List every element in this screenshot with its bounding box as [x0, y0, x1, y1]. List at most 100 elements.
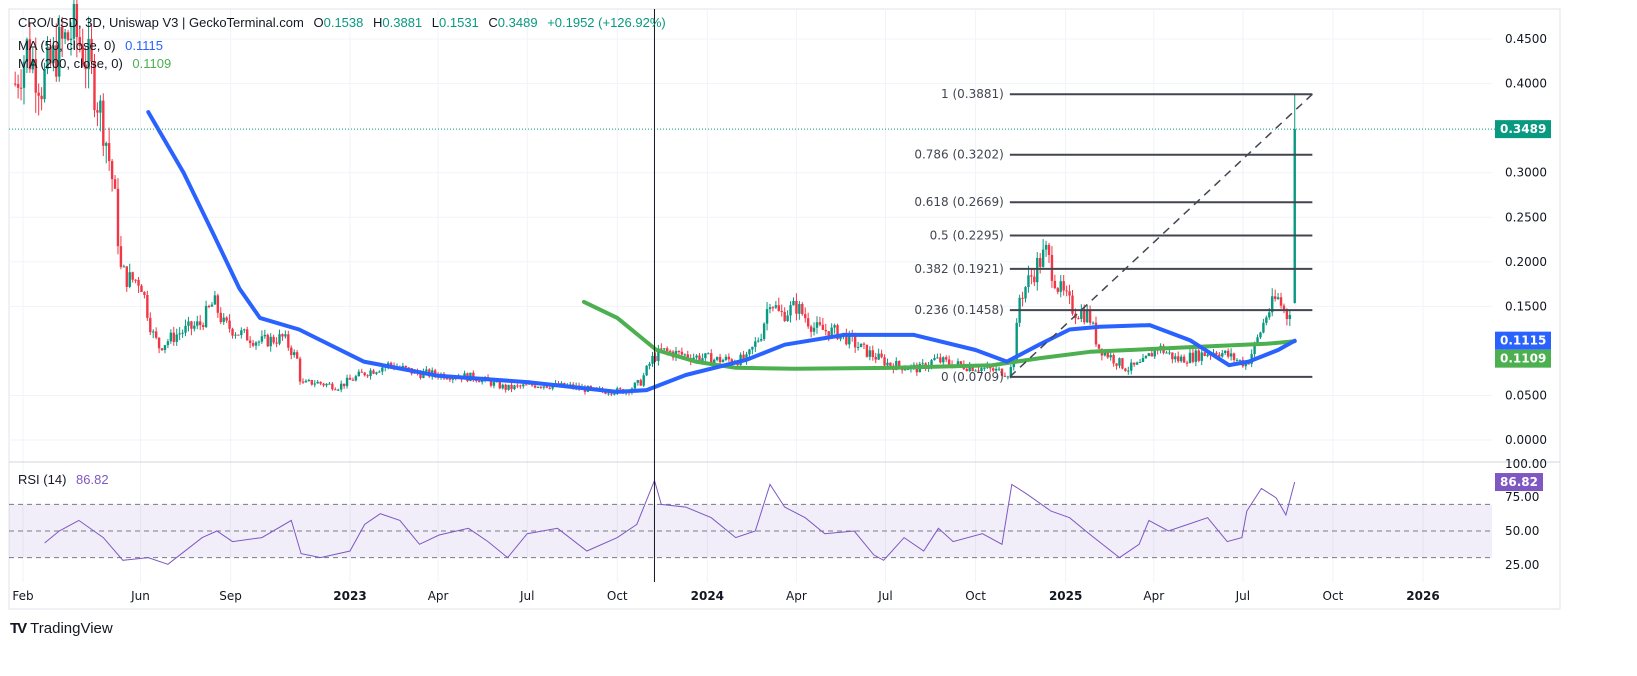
candle-body — [1282, 305, 1286, 310]
candle-body — [877, 353, 880, 360]
candle-body — [513, 385, 516, 390]
candle — [196, 315, 199, 330]
candle — [260, 330, 264, 344]
candle — [28, 23, 32, 73]
candle — [874, 352, 877, 364]
candle — [1085, 305, 1089, 324]
candle-body — [607, 393, 610, 395]
candle-body — [1221, 353, 1224, 357]
candle — [636, 379, 640, 386]
candle-body — [871, 350, 874, 357]
legend-ma50[interactable]: MA (50, close, 0) 0.1115 — [18, 38, 163, 53]
candle-body — [974, 370, 977, 372]
candle-body — [152, 331, 155, 333]
time-tick-label: Oct — [965, 589, 986, 603]
candle — [610, 392, 613, 397]
candle — [680, 347, 684, 357]
candle — [786, 310, 789, 322]
candle — [774, 301, 778, 310]
candle-body — [231, 328, 234, 336]
candle — [1080, 304, 1083, 323]
candle-body — [81, 46, 84, 65]
candle-body — [1071, 295, 1074, 314]
fibonacci-retracement[interactable]: 1 (0.3881) 0.786 (0.3202) 0.618 (0.2669) 0.… — [914, 87, 1313, 384]
candle-body — [60, 26, 64, 39]
candle-body — [663, 348, 666, 350]
candle — [545, 386, 548, 389]
candle — [965, 367, 968, 372]
fib-level-label: 0.382 (0.1921) — [914, 262, 1004, 276]
candle-body — [783, 311, 786, 322]
axes[interactable]: 0.4500 0.4000 0.3000 0.2500 0.2000 0.1500 0.05… — [12, 32, 1551, 603]
candle-body — [1253, 342, 1256, 355]
candle — [795, 293, 798, 321]
fib-level-label: 0.786 (0.3202) — [914, 148, 1004, 162]
candle-body — [865, 344, 869, 357]
candle — [1088, 305, 1092, 326]
candle-body — [742, 354, 745, 361]
candle-body — [1135, 362, 1139, 365]
candle-body — [639, 380, 642, 386]
candle-body — [137, 279, 140, 286]
candle-body — [307, 380, 311, 382]
ma50-line — [146, 110, 1297, 394]
candle-body — [287, 334, 290, 348]
ma50-label: MA (50, close, 0) — [18, 38, 116, 53]
legend-rsi[interactable]: RSI (14) 86.82 — [18, 472, 109, 487]
candle-body — [721, 359, 725, 363]
candle-body — [848, 333, 851, 345]
candle — [207, 304, 211, 309]
candle — [516, 383, 519, 389]
candle-body — [1094, 322, 1098, 345]
candle — [363, 372, 366, 377]
candle-body — [187, 321, 190, 326]
candle-body — [246, 329, 249, 341]
candle-body — [193, 325, 196, 329]
candle — [354, 374, 358, 382]
candle — [284, 330, 287, 339]
symbol-title[interactable]: CRO/USD, 3D, Uniswap V3 | GeckoTerminal.… — [18, 15, 304, 30]
candle-body — [143, 292, 146, 295]
candle-body — [290, 347, 293, 355]
candle — [331, 382, 334, 391]
legend-ma200[interactable]: MA (200, close, 0) 0.1109 — [18, 56, 171, 71]
candle — [154, 327, 158, 340]
candle-body — [1056, 288, 1060, 292]
time-tick-label: Sep — [219, 589, 242, 603]
candle — [40, 87, 43, 111]
candle — [143, 291, 146, 299]
candle-body — [381, 367, 384, 372]
candle — [43, 62, 46, 103]
candle — [1262, 318, 1265, 334]
candle — [140, 284, 143, 293]
candle — [718, 353, 722, 365]
candle — [122, 264, 126, 268]
candle — [87, 16, 90, 89]
candle-body — [936, 357, 939, 359]
candle-body — [66, 32, 70, 41]
candle-body — [510, 384, 513, 390]
candle — [63, 28, 67, 45]
time-tick-label: Oct — [607, 589, 628, 603]
candle — [1279, 292, 1283, 309]
candle-body — [448, 378, 452, 380]
tradingview-brand[interactable]: TV TradingView — [10, 620, 113, 637]
candle-body — [519, 385, 522, 387]
candle-body — [43, 68, 46, 100]
candle — [175, 328, 178, 346]
candle-body — [874, 356, 877, 360]
candle-body — [1200, 352, 1203, 361]
candle-body — [207, 306, 211, 308]
candle — [1200, 349, 1203, 366]
candle — [648, 361, 651, 370]
candle — [66, 30, 70, 42]
time-tick-label: Jun — [130, 589, 150, 603]
candle — [248, 336, 252, 349]
candle — [859, 343, 863, 348]
candle — [1165, 351, 1168, 354]
candle-body — [745, 354, 748, 361]
candle-body — [651, 355, 654, 364]
candle-body — [310, 380, 314, 385]
candle — [322, 382, 325, 388]
